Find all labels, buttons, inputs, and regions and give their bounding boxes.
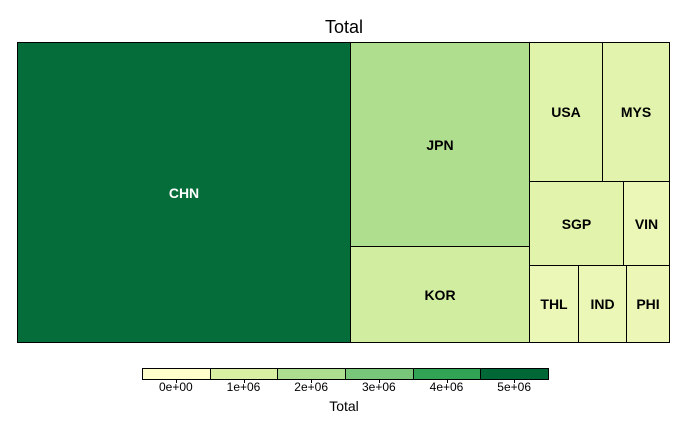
legend-swatch [480, 368, 549, 380]
tile-thl: THL [529, 265, 579, 343]
tile-label: CHN [168, 184, 200, 201]
legend-tick-mark [446, 380, 448, 383]
legend-swatch [345, 368, 414, 380]
chart-title: Total [324, 17, 364, 37]
legend-swatch [142, 368, 211, 380]
legend-tick-label: 2e+06 [294, 380, 328, 394]
legend-swatch [277, 368, 346, 380]
tile-jpn: JPN [350, 42, 530, 247]
legend-tick-label: 0e+00 [158, 380, 193, 394]
tile-mys: MYS [602, 42, 670, 182]
legend-title: Total [329, 398, 359, 414]
color-legend [142, 368, 549, 383]
legend-tick-label: 3e+06 [361, 380, 396, 394]
tile-ind: IND [578, 265, 627, 343]
legend-tick-label: 1e+06 [226, 380, 261, 394]
tile-label: JPN [426, 136, 454, 153]
treemap-plot: CHN JPN KOR USA MYS SGP VIN THL IND PHI [17, 42, 670, 343]
legend-swatch [209, 368, 279, 380]
legend-swatch [412, 368, 482, 380]
legend-tick-mark [311, 380, 313, 383]
tile-label: MYS [620, 104, 652, 120]
legend-tick-mark [514, 380, 516, 383]
tile-label: VIN [634, 215, 659, 232]
legend-tick-mark [175, 380, 177, 383]
tile-usa: USA [529, 42, 603, 182]
tile-label: PHI [636, 296, 660, 312]
legend-tick-label: 4e+06 [429, 380, 464, 394]
legend-tick-label: 5e+06 [497, 380, 531, 394]
tile-label: SGP [561, 215, 592, 232]
tile-vin: VIN [623, 181, 670, 266]
tile-phi: PHI [626, 265, 670, 343]
tile-label: THL [540, 296, 568, 312]
tile-chn: CHN [17, 42, 351, 343]
tile-sgp: SGP [529, 181, 624, 266]
tile-label: IND [590, 296, 615, 312]
tile-kor: KOR [350, 246, 530, 343]
tile-label: KOR [424, 286, 456, 303]
legend-tick-mark [243, 380, 245, 383]
tile-label: USA [551, 104, 581, 120]
legend-tick-mark [378, 380, 380, 383]
